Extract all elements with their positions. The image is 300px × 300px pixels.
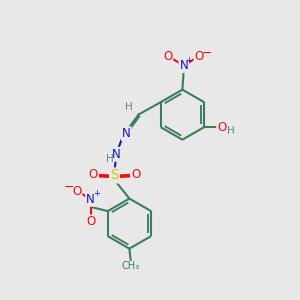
Text: S: S: [110, 169, 119, 182]
Text: H: H: [125, 102, 133, 112]
Text: N: N: [112, 148, 120, 161]
Text: H: H: [227, 126, 235, 136]
Text: O: O: [72, 185, 81, 198]
Text: O: O: [163, 50, 172, 63]
Text: O: O: [86, 215, 95, 229]
Text: O: O: [131, 168, 140, 182]
Text: −: −: [202, 47, 212, 60]
Text: +: +: [185, 56, 192, 65]
Text: +: +: [93, 189, 100, 198]
Text: N: N: [122, 127, 130, 140]
Text: −: −: [64, 181, 74, 194]
Text: O: O: [217, 121, 226, 134]
Text: N: N: [86, 193, 95, 206]
Text: CH₃: CH₃: [122, 261, 140, 271]
Text: O: O: [89, 168, 98, 182]
Text: N: N: [179, 59, 188, 72]
Text: H: H: [106, 154, 113, 164]
Text: O: O: [194, 50, 204, 63]
